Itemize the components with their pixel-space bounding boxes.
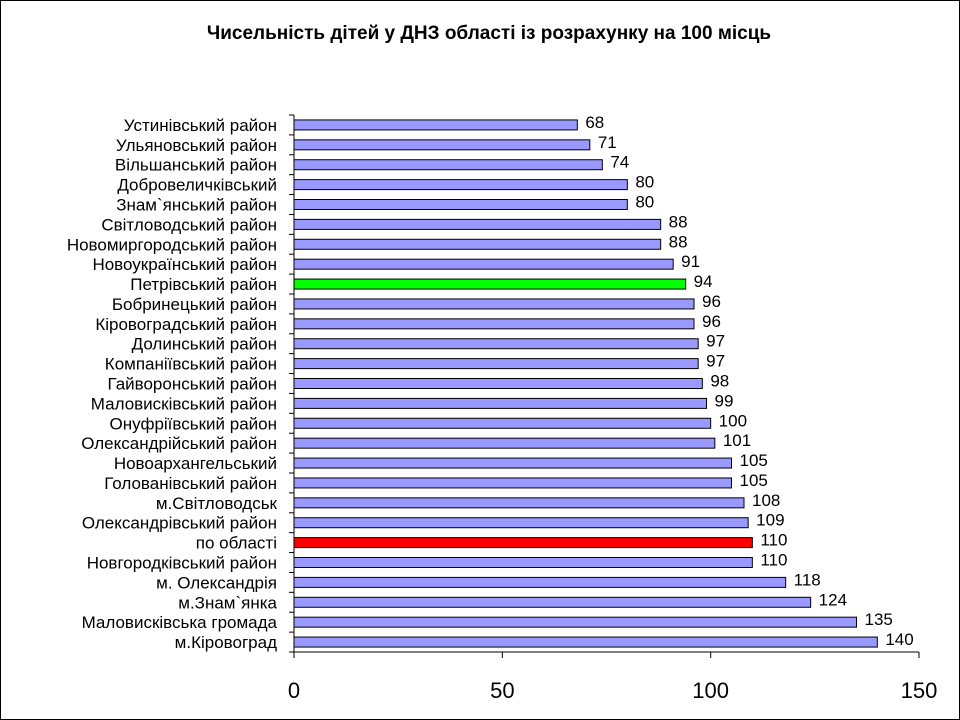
value-label: 68: [585, 113, 604, 132]
value-label: 101: [723, 431, 751, 450]
category-label: Гайворонський район: [107, 375, 277, 394]
bar: [293, 119, 578, 131]
category-label: по області: [196, 534, 277, 553]
value-label: 99: [715, 391, 734, 410]
value-label: 118: [794, 570, 821, 589]
value-label: 88: [669, 232, 688, 251]
bar: [293, 238, 662, 250]
bar: [293, 437, 716, 449]
x-tick-label: 150: [901, 678, 938, 703]
value-label: 74: [610, 153, 629, 172]
value-label: 105: [740, 451, 768, 470]
category-label: Новоархангельський: [114, 454, 277, 473]
category-label: Олександрійський район: [81, 434, 277, 453]
bar: [293, 457, 732, 469]
bar: [293, 477, 732, 489]
value-label: 98: [710, 372, 729, 391]
value-label: 96: [702, 312, 721, 331]
value-label: 109: [756, 511, 784, 530]
value-label: 96: [702, 292, 721, 311]
bar: [293, 497, 745, 509]
value-label: 124: [819, 590, 847, 609]
bar: [293, 636, 878, 648]
bar: [293, 517, 749, 529]
bar: [293, 596, 812, 608]
bar: [293, 278, 687, 290]
category-label: Маловисківська громада: [82, 613, 278, 632]
category-label: Новоукраїнський район: [92, 255, 277, 274]
x-tick-label: 100: [692, 678, 729, 703]
value-label: 88: [669, 212, 688, 231]
bar: [293, 616, 857, 628]
bar: [293, 576, 787, 588]
bar: [293, 159, 603, 171]
category-label: Устинівський район: [124, 116, 277, 135]
value-label: 108: [752, 491, 780, 510]
category-label: Кіровоградський район: [95, 315, 277, 334]
value-label: 91: [681, 252, 700, 271]
value-label: 105: [740, 471, 768, 490]
value-label: 100: [719, 411, 747, 430]
category-label: Долинський район: [132, 335, 277, 354]
bar: [293, 358, 699, 370]
bar: [293, 218, 662, 230]
category-label: Новгородківський район: [87, 554, 277, 573]
value-label: 71: [598, 133, 617, 152]
value-label: 97: [706, 332, 725, 351]
value-label: 97: [706, 352, 725, 371]
bar: [293, 258, 674, 270]
value-label: 80: [635, 173, 654, 192]
category-label: Добровеличківський: [117, 176, 277, 195]
bar: [293, 298, 695, 310]
x-tick-label: 0: [288, 678, 300, 703]
value-label: 110: [760, 551, 787, 570]
category-label: Олександрівський район: [82, 514, 277, 533]
category-label: Бобринецький район: [112, 295, 277, 314]
bar: [293, 378, 703, 389]
category-label: м. Олександрія: [156, 573, 277, 592]
category-label: Світловодський район: [101, 215, 277, 234]
bar: [293, 557, 753, 568]
bar: [293, 417, 712, 429]
category-label: Вільшанський район: [115, 156, 277, 175]
bar: [293, 179, 628, 191]
category-label: Петрівський район: [130, 275, 277, 294]
category-label: Маловисківський район: [91, 394, 277, 413]
category-label: м.Світловодськ: [156, 494, 278, 513]
category-label: Компаніївський район: [105, 355, 277, 374]
category-label: Ульяновський район: [116, 136, 277, 155]
category-label: Новомиргородський район: [67, 235, 277, 254]
category-label: Онуфріївський район: [110, 414, 277, 433]
category-label: м.Знам`янка: [178, 593, 277, 612]
bar: [293, 537, 753, 549]
bar: [293, 318, 695, 330]
chart-title: Чисельність дітей у ДНЗ області із розра…: [207, 23, 771, 44]
value-label: 110: [760, 531, 787, 550]
value-label: 94: [694, 272, 713, 291]
value-label: 140: [885, 630, 913, 649]
x-tick-label: 50: [490, 678, 514, 703]
category-label: Голованівський район: [104, 474, 277, 493]
category-label: Знам`янський район: [116, 196, 277, 215]
category-label: м.Кіровоград: [175, 633, 277, 652]
bar: [293, 139, 591, 151]
bar: [293, 397, 707, 409]
bar: [293, 199, 628, 210]
value-label: 80: [635, 193, 654, 212]
bar: [293, 338, 699, 350]
value-label: 135: [865, 610, 893, 629]
